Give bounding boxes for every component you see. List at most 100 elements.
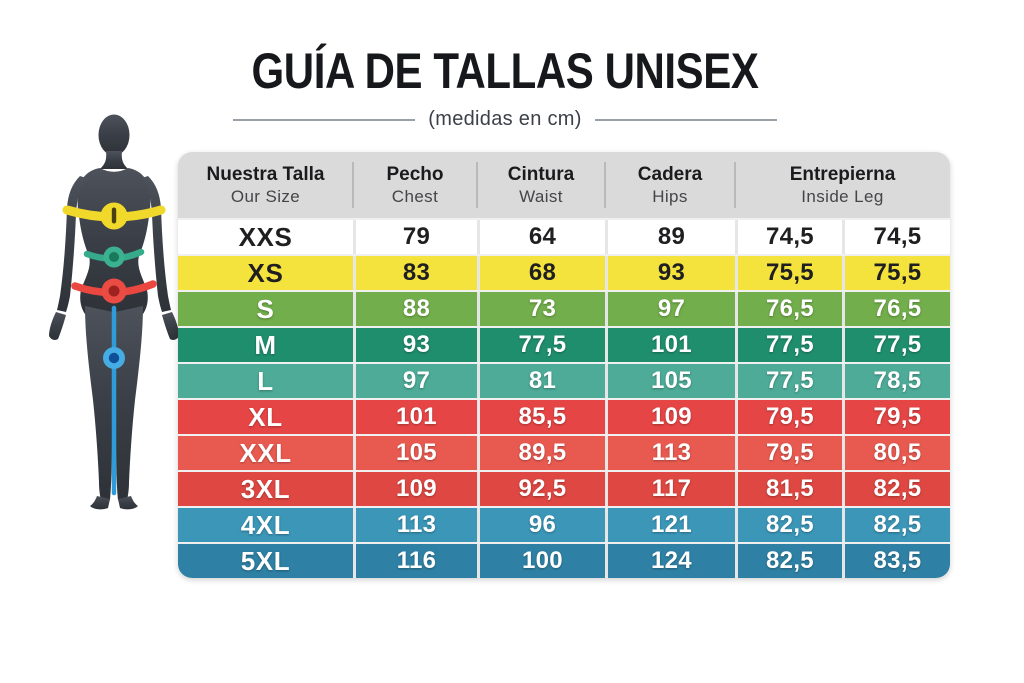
size-label: M: [254, 329, 277, 360]
header-our-size: Nuestra Talla Our Size: [178, 152, 353, 218]
header-primary: Pecho: [386, 163, 444, 185]
measure-value: 121: [605, 508, 735, 542]
measure-value: 75,5: [735, 256, 842, 290]
size-label: 4XL: [240, 509, 291, 540]
measure-value: 89,5: [477, 436, 605, 470]
measure-value: 117: [605, 472, 735, 506]
size-label: XL: [248, 401, 283, 432]
measure-value: 79,5: [735, 436, 842, 470]
measure-value: 78,5: [842, 364, 950, 398]
subtitle-rule-right: [594, 118, 777, 121]
measure-value: 77,5: [842, 328, 950, 362]
size-label: S: [256, 293, 275, 324]
table-header: Nuestra Talla Our Size Pecho Chest Cintu…: [178, 152, 950, 218]
table-row-xxl: XXL 105 89,5 113 79,5 80,5: [178, 434, 950, 470]
body-measurement-figure: [39, 110, 189, 515]
measure-value: 113: [605, 436, 735, 470]
measure-value: 109: [605, 400, 735, 434]
measure-value: 82,5: [842, 472, 950, 506]
measure-value: 76,5: [842, 292, 950, 326]
measure-value: 124: [605, 544, 735, 578]
measure-value: 79: [353, 220, 477, 254]
measure-value: 93: [353, 328, 477, 362]
size-label: XXL: [239, 437, 292, 468]
table-row-s: S 88 73 97 76,5 76,5: [178, 290, 950, 326]
size-label: XS: [247, 257, 284, 288]
header-primary: Entrepierna: [789, 163, 896, 185]
measure-value: 77,5: [735, 364, 842, 398]
measure-value: 81,5: [735, 472, 842, 506]
measure-value: 101: [605, 328, 735, 362]
measure-value: 105: [605, 364, 735, 398]
measure-value: 92,5: [477, 472, 605, 506]
measure-value: 105: [353, 436, 477, 470]
measure-value: 81: [477, 364, 605, 398]
size-label: 3XL: [240, 473, 291, 504]
header-primary: Nuestra Talla: [206, 163, 325, 185]
header-hips: Cadera Hips: [604, 152, 735, 218]
chest-band: [62, 202, 166, 230]
header-secondary: Our Size: [230, 186, 301, 206]
header-primary: Cadera: [637, 163, 703, 185]
measure-value: 76,5: [735, 292, 842, 326]
measure-value: 79,5: [842, 400, 950, 434]
page-title: GUÍA DE TALLAS UNISEX: [251, 43, 759, 99]
measure-value: 82,5: [842, 508, 950, 542]
measure-value: 97: [605, 292, 735, 326]
measure-value: 85,5: [477, 400, 605, 434]
table-row-xs: XS 83 68 93 75,5 75,5: [178, 254, 950, 290]
size-label: XXS: [238, 221, 293, 252]
measure-value: 88: [353, 292, 477, 326]
measure-value: 109: [353, 472, 477, 506]
measure-value: 74,5: [735, 220, 842, 254]
measure-value: 82,5: [735, 544, 842, 578]
measure-value: 74,5: [842, 220, 950, 254]
measure-value: 96: [477, 508, 605, 542]
mannequin-illustration: [49, 114, 179, 510]
measure-value: 83,5: [842, 544, 950, 578]
header-primary: Cintura: [507, 163, 575, 185]
hips-band: [71, 278, 157, 304]
measure-value: 80,5: [842, 436, 950, 470]
measure-value: 100: [477, 544, 605, 578]
table-row-4xl: 4XL 113 96 121 82,5 82,5: [178, 506, 950, 542]
header-secondary: Hips: [652, 186, 688, 206]
measure-value: 77,5: [477, 328, 605, 362]
header-secondary: Waist: [519, 186, 563, 206]
inside-leg-line: [103, 305, 125, 496]
measure-value: 116: [353, 544, 477, 578]
header-secondary: Chest: [391, 186, 439, 206]
size-label: 5XL: [240, 545, 291, 576]
header-waist: Cintura Waist: [476, 152, 605, 218]
header-secondary: Inside Leg: [801, 186, 884, 206]
table-row-xl: XL 101 85,5 109 79,5 79,5: [178, 398, 950, 434]
table-row-3xl: 3XL 109 92,5 117 81,5 82,5: [178, 470, 950, 506]
measure-value: 89: [605, 220, 735, 254]
table-body: XXS 79 64 89 74,5 74,5 XS 83 68 93 75,5 75,5 S 88 73 97…: [178, 218, 950, 578]
table-row-5xl: 5XL 116 100 124 82,5 83,5: [178, 542, 950, 578]
table-row-m: M 93 77,5 101 77,5 77,5: [178, 326, 950, 362]
measure-value: 82,5: [735, 508, 842, 542]
measure-value: 77,5: [735, 328, 842, 362]
measure-value: 101: [353, 400, 477, 434]
subtitle-text: (medidas en cm): [428, 108, 582, 130]
measure-value: 75,5: [842, 256, 950, 290]
measure-value: 68: [477, 256, 605, 290]
size-label: L: [257, 365, 274, 396]
measure-value: 83: [353, 256, 477, 290]
subtitle-rule-left: [233, 118, 416, 121]
header-inside-leg: Entrepierna Inside Leg: [734, 152, 950, 218]
measure-value: 113: [353, 508, 477, 542]
table-row-l: L 97 81 105 77,5 78,5: [178, 362, 950, 398]
measure-value: 64: [477, 220, 605, 254]
waist-band: [83, 246, 145, 268]
size-table: Nuestra Talla Our Size Pecho Chest Cintu…: [178, 152, 950, 578]
measure-value: 73: [477, 292, 605, 326]
measure-value: 97: [353, 364, 477, 398]
measure-value: 93: [605, 256, 735, 290]
header-chest: Pecho Chest: [352, 152, 477, 218]
table-row-xxs: XXS 79 64 89 74,5 74,5: [178, 218, 950, 254]
measure-value: 79,5: [735, 400, 842, 434]
subtitle: (medidas en cm): [0, 108, 1010, 131]
